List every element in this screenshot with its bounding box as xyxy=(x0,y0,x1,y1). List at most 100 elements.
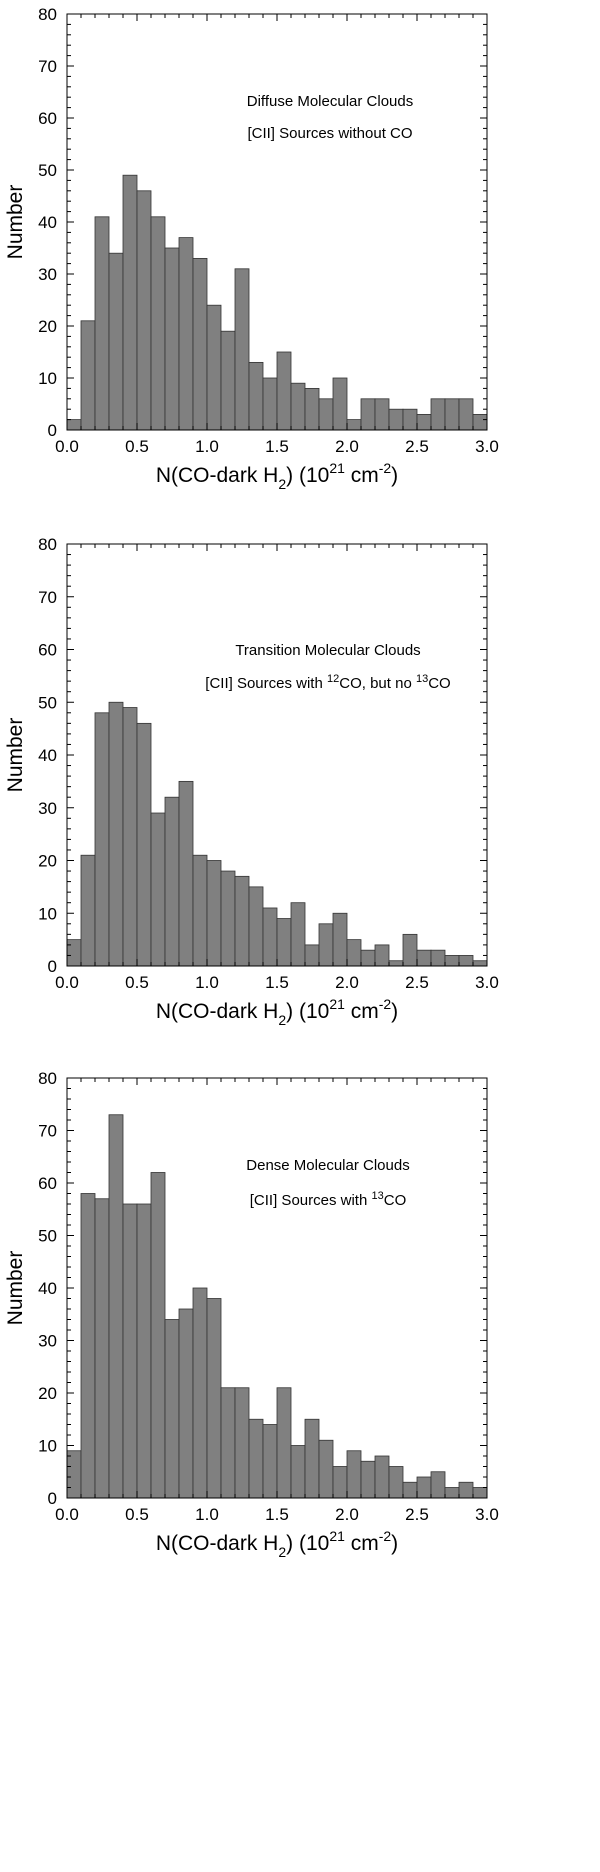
x-tick-label: 3.0 xyxy=(475,437,499,456)
y-tick-label: 10 xyxy=(38,369,57,388)
histogram-bar xyxy=(472,413,488,431)
y-tick-label: 60 xyxy=(38,641,57,660)
histogram-bar xyxy=(150,812,166,967)
y-tick-label: 20 xyxy=(38,317,57,336)
histogram-bar xyxy=(262,907,278,967)
histogram-bar xyxy=(108,701,124,967)
histogram-bar xyxy=(164,247,180,431)
histogram-bar xyxy=(94,216,110,431)
annotation-line-1: Transition Molecular Clouds xyxy=(235,642,420,659)
x-axis-label: N(CO-dark H2) (1021 cm-2) xyxy=(156,460,398,492)
histogram-bar xyxy=(150,216,166,431)
histogram-bar xyxy=(458,955,474,967)
y-tick-label: 40 xyxy=(38,213,57,232)
y-tick-label: 70 xyxy=(38,1122,57,1141)
histogram-bar xyxy=(346,419,362,431)
histogram-bar xyxy=(402,408,418,431)
y-tick-label: 50 xyxy=(38,161,57,180)
histogram-bar xyxy=(360,1460,376,1499)
histogram-bar xyxy=(136,190,152,431)
histogram-bar xyxy=(346,939,362,967)
histogram-bar xyxy=(430,949,446,967)
y-tick-label: 70 xyxy=(38,57,57,76)
histogram-bar xyxy=(164,796,180,967)
histogram-bar xyxy=(360,398,376,431)
y-axis-label: Number xyxy=(4,185,27,260)
histogram-bar xyxy=(66,419,82,431)
histogram-bar xyxy=(472,960,488,967)
x-tick-label: 0.0 xyxy=(55,1505,79,1524)
histogram-bar xyxy=(192,257,208,431)
histogram-bar xyxy=(416,949,432,967)
histogram-bar xyxy=(318,923,334,967)
histogram-bar xyxy=(80,1193,96,1499)
x-axis-label: N(CO-dark H2) (1021 cm-2) xyxy=(156,996,398,1028)
histogram-bar xyxy=(164,1319,180,1499)
histogram-bar xyxy=(430,398,446,431)
histogram-bar xyxy=(332,1466,348,1499)
histogram-bar xyxy=(332,912,348,967)
histogram-bar xyxy=(318,398,334,431)
histogram-bar xyxy=(108,1114,124,1499)
histogram-bar xyxy=(136,1203,152,1499)
y-tick-label: 30 xyxy=(38,265,57,284)
histogram-bar xyxy=(276,918,292,967)
annotation-line-2: [CII] Sources with 13CO xyxy=(250,1190,406,1209)
histogram-bar xyxy=(458,398,474,431)
x-axis-label: N(CO-dark H2) (1021 cm-2) xyxy=(156,1528,398,1560)
x-tick-label: 2.0 xyxy=(335,1505,359,1524)
histogram-bar xyxy=(206,304,222,431)
x-tick-label: 1.0 xyxy=(195,437,219,456)
histogram-bar xyxy=(430,1471,446,1499)
histogram-bar xyxy=(346,1450,362,1499)
x-tick-label: 3.0 xyxy=(475,1505,499,1524)
histogram-bar xyxy=(276,351,292,431)
histogram-bar xyxy=(66,939,82,967)
histogram-bar xyxy=(122,1203,138,1499)
y-tick-label: 80 xyxy=(38,1069,57,1088)
histogram-bar xyxy=(220,870,236,967)
x-tick-label: 2.5 xyxy=(405,437,429,456)
histogram-bar xyxy=(80,320,96,431)
histogram-bar xyxy=(178,780,194,967)
y-tick-label: 70 xyxy=(38,588,57,607)
histogram-bar xyxy=(66,1450,82,1499)
histogram-bar xyxy=(472,1487,488,1499)
histogram-bar xyxy=(122,707,138,967)
histogram-bar xyxy=(206,860,222,967)
histogram-bar xyxy=(80,854,96,967)
y-axis-label: Number xyxy=(4,718,27,793)
y-tick-label: 80 xyxy=(38,535,57,554)
histogram-bar xyxy=(192,1287,208,1499)
x-tick-label: 0.5 xyxy=(125,437,149,456)
y-tick-label: 60 xyxy=(38,109,57,128)
annotation-line-2: [CII] Sources with 12CO, but no 13CO xyxy=(205,673,450,692)
y-tick-label: 10 xyxy=(38,904,57,923)
y-axis-label: Number xyxy=(4,1251,27,1326)
y-tick-label: 0 xyxy=(48,1489,57,1508)
histogram-bar xyxy=(290,1445,306,1499)
histogram-bar xyxy=(150,1172,166,1499)
y-tick-label: 30 xyxy=(38,799,57,818)
x-tick-label: 1.0 xyxy=(195,973,219,992)
histogram-bar xyxy=(206,1298,222,1499)
histogram-bar xyxy=(416,413,432,431)
x-tick-label: 0.0 xyxy=(55,437,79,456)
y-tick-label: 20 xyxy=(38,852,57,871)
histogram-bar xyxy=(192,854,208,967)
histogram-bar xyxy=(374,1455,390,1499)
y-tick-label: 50 xyxy=(38,1227,57,1246)
y-tick-label: 40 xyxy=(38,746,57,765)
histogram-bar xyxy=(220,330,236,431)
y-tick-label: 0 xyxy=(48,957,57,976)
histogram-bar xyxy=(318,1439,334,1499)
annotation-line-1: Diffuse Molecular Clouds xyxy=(247,93,413,110)
histogram-bar xyxy=(388,960,404,967)
histogram-bar xyxy=(234,875,250,967)
x-tick-label: 0.5 xyxy=(125,973,149,992)
histogram-bar xyxy=(360,949,376,967)
x-tick-label: 1.0 xyxy=(195,1505,219,1524)
x-tick-label: 1.5 xyxy=(265,437,289,456)
histogram-panel-1: 0.0 0.5 1.0 1.5 2.0 2.5 3.0 0 10 20 30 40 50 60 70 80 Nu… xyxy=(4,5,499,492)
